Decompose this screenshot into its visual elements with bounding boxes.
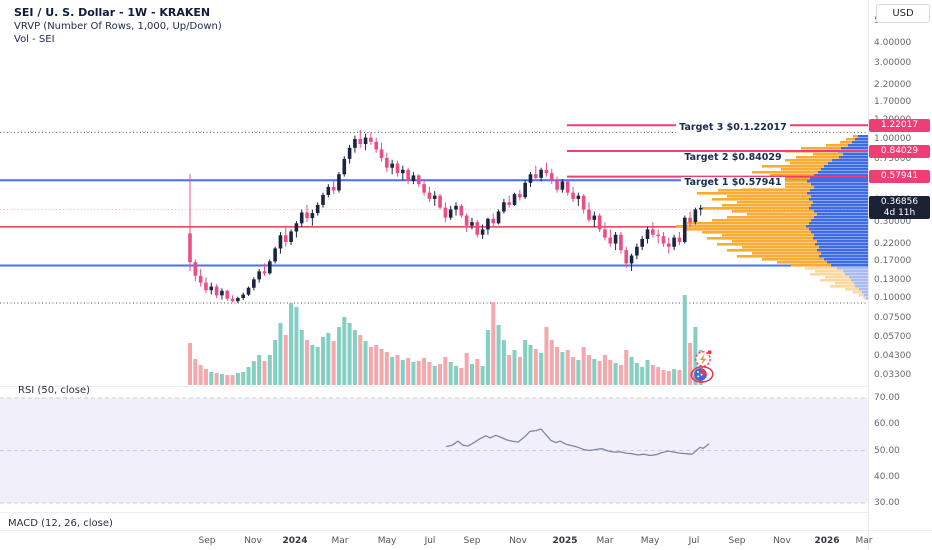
target-1-price-badge: 0.57941 xyxy=(869,170,930,184)
price-tick-label: 1.70000 xyxy=(874,97,912,108)
price-tick-label: 0.10000 xyxy=(874,293,912,303)
target-3-price-badge: 1.22017 xyxy=(869,118,930,132)
rsi-tick-label: 50.00 xyxy=(874,445,900,456)
price-axis-border xyxy=(868,0,869,550)
price-tick-label: 1.00000 xyxy=(874,134,912,144)
rsi-tick-label: 60.00 xyxy=(874,419,900,430)
macd-pane-label[interactable]: MACD (12, 26, close) xyxy=(8,518,113,529)
price-tick-label: 0.13000 xyxy=(874,274,912,285)
indicator-vol-label[interactable]: Vol - SEI xyxy=(14,34,55,45)
rsi-tick-label: 40.00 xyxy=(874,471,900,482)
rsi-pane-label[interactable]: RSI (50, close) xyxy=(18,385,91,396)
bar-countdown: 4d 11h xyxy=(883,207,916,218)
time-axis-separator xyxy=(0,530,932,531)
target-1-label[interactable]: Target 1 $0.57941 xyxy=(648,177,818,188)
price-tick-label: 0.17000 xyxy=(874,256,912,267)
time-tick-label: 2026 xyxy=(814,536,840,546)
time-tick-label: 2024 xyxy=(282,536,308,546)
price-tick-label: 4.00000 xyxy=(874,38,912,49)
time-tick-label: Sep xyxy=(728,536,746,546)
last-price-badge: 0.36856 4d 11h xyxy=(869,196,930,220)
time-tick-label: Sep xyxy=(198,536,216,546)
price-tick-label: 0.30000 xyxy=(874,217,912,228)
target-1-text: Target 1 $0.57941 xyxy=(681,177,785,188)
pane-separator-rsi-macd[interactable] xyxy=(0,512,868,513)
time-tick-label: Nov xyxy=(773,536,791,546)
price-tick-label: 2.20000 xyxy=(874,79,912,90)
pane-separator-price-rsi[interactable] xyxy=(0,386,868,387)
price-tick-label: 0.07500 xyxy=(874,312,912,323)
time-tick-label: Jul xyxy=(424,536,436,546)
time-tick-label: May xyxy=(377,536,397,546)
price-tick-label: 3.00000 xyxy=(874,58,912,69)
target-2-label[interactable]: Target 2 $0.84029 xyxy=(648,152,818,163)
price-tick-label: 0.22000 xyxy=(874,238,912,249)
target-3-text: Target 3 $0.1.22017 xyxy=(676,122,790,133)
time-tick-label: Mar xyxy=(331,536,349,546)
time-tick-label: Nov xyxy=(244,536,262,546)
indicator-vrvp-label[interactable]: VRVP (Number Of Rows, 1,000, Up/Down) xyxy=(14,21,222,32)
target-2-price-badge: 0.84029 xyxy=(869,144,930,158)
currency-toggle-button[interactable]: USD xyxy=(876,4,930,23)
target-2-text: Target 2 $0.84029 xyxy=(681,152,785,163)
price-tick-label: 0.03300 xyxy=(874,369,912,380)
time-tick-label: Mar xyxy=(855,536,873,546)
target-3-label[interactable]: Target 3 $0.1.22017 xyxy=(648,122,818,133)
time-tick-label: 2025 xyxy=(552,536,578,546)
price-tick-label: 0.04300 xyxy=(874,351,912,362)
price-tick-label: 0.05700 xyxy=(874,331,912,342)
time-tick-label: Nov xyxy=(509,536,527,546)
price-tick-label: 0.75000 xyxy=(874,153,912,164)
time-tick-label: May xyxy=(640,536,660,546)
time-tick-label: Mar xyxy=(596,536,614,546)
last-price-value: 0.36856 xyxy=(880,197,919,208)
chart-legend: SEI / U. S. Dollar - 1W - KRAKEN VRVP (N… xyxy=(14,6,222,45)
time-tick-label: Jul xyxy=(688,536,700,546)
symbol-title[interactable]: SEI / U. S. Dollar - 1W - KRAKEN xyxy=(14,6,211,19)
rsi-tick-label: 30.00 xyxy=(874,498,900,508)
rsi-tick-label: 70.00 xyxy=(874,393,900,403)
time-tick-label: Sep xyxy=(463,536,481,546)
